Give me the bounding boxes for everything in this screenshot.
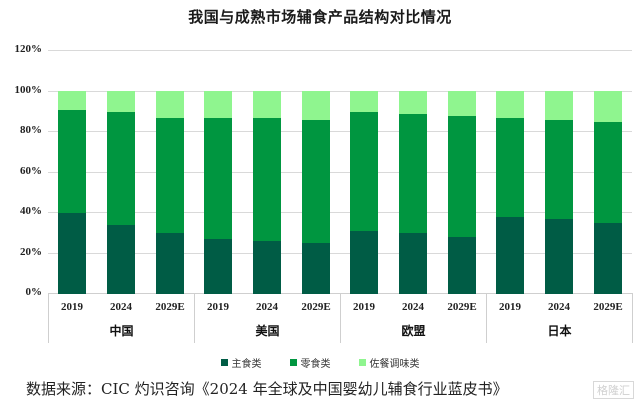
bar-segment-2[interactable] [399, 113, 427, 233]
legend-label: 零食类 [300, 359, 331, 370]
bar-segment-3[interactable] [496, 91, 524, 118]
bar-segment-2[interactable] [350, 111, 378, 231]
y-tick-label: 40% [20, 205, 42, 217]
legend-item[interactable]: 零食类 [289, 355, 331, 370]
legend-item[interactable]: 主食类 [220, 355, 262, 370]
stacked-bar[interactable] [448, 91, 476, 294]
bar-segment-1[interactable] [545, 219, 573, 294]
legend-label: 主食类 [231, 359, 262, 370]
bar-segment-3[interactable] [156, 91, 184, 118]
bar-segment-1[interactable] [156, 233, 184, 294]
x-tick-label: 2029E [301, 301, 331, 313]
bar-segment-2[interactable] [58, 109, 86, 213]
x-tick-label: 2029E [593, 301, 623, 313]
stacked-bar[interactable] [399, 91, 427, 294]
legend-label: 佐餐调味类 [369, 359, 420, 370]
bar-segment-2[interactable] [545, 119, 573, 219]
stacked-bar[interactable] [496, 91, 524, 294]
bar-segment-3[interactable] [350, 91, 378, 112]
x-tick-label: 2024 [402, 301, 424, 313]
x-tick-label: 2019 [353, 301, 375, 313]
bar-segment-2[interactable] [204, 117, 232, 239]
bar-segment-2[interactable] [156, 117, 184, 233]
chart-title: 我国与成熟市场辅食产品结构对比情况 [188, 8, 452, 26]
x-tick-label: 2024 [110, 301, 132, 313]
group-label: 日本 [547, 324, 572, 338]
bar-segment-2[interactable] [107, 111, 135, 225]
gridline [48, 50, 632, 51]
x-tick-label: 2019 [499, 301, 521, 313]
x-tick-label: 2019 [207, 301, 229, 313]
y-tick-label: 80% [20, 124, 42, 136]
bar-segment-1[interactable] [448, 237, 476, 294]
group-separator [194, 293, 195, 343]
bar-segment-3[interactable] [545, 91, 573, 120]
gridline [48, 131, 632, 132]
y-tick-label: 120% [14, 43, 43, 55]
bar-segment-1[interactable] [107, 225, 135, 294]
stacked-bar[interactable] [58, 91, 86, 294]
gridline [48, 172, 632, 173]
legend-swatch-icon [220, 359, 228, 366]
bar-segment-3[interactable] [448, 91, 476, 116]
stacked-bar[interactable] [350, 91, 378, 294]
group-label: 欧盟 [401, 324, 426, 338]
x-tick-label: 2024 [548, 301, 570, 313]
bar-segment-2[interactable] [594, 121, 622, 223]
bar-segment-1[interactable] [399, 233, 427, 294]
stacked-bar[interactable] [204, 91, 232, 294]
bar-segment-2[interactable] [302, 119, 330, 243]
y-tick-label: 100% [14, 84, 43, 96]
gridline [48, 91, 632, 92]
group-separator [48, 293, 49, 343]
legend-item[interactable]: 佐餐调味类 [358, 355, 420, 370]
bar-segment-1[interactable] [58, 212, 86, 294]
bar-segment-3[interactable] [302, 91, 330, 120]
gridline [48, 253, 632, 254]
bar-segment-3[interactable] [58, 91, 86, 110]
x-tick-label: 2019 [61, 301, 83, 313]
bar-segment-2[interactable] [496, 117, 524, 217]
bar-segment-1[interactable] [594, 223, 622, 294]
y-tick-label: 20% [20, 246, 42, 258]
legend-swatch-icon [289, 359, 297, 366]
bar-segment-1[interactable] [496, 217, 524, 294]
gridline [48, 212, 632, 213]
bar-segment-3[interactable] [594, 91, 622, 122]
y-tick-label: 60% [20, 165, 42, 177]
bar-segment-3[interactable] [399, 91, 427, 114]
bar-segment-1[interactable] [204, 239, 232, 294]
bar-segment-2[interactable] [253, 117, 281, 241]
group-separator [340, 293, 341, 343]
stacked-bar[interactable] [253, 91, 281, 294]
legend-swatch-icon [358, 359, 366, 366]
bar-segment-1[interactable] [350, 231, 378, 294]
x-tick-label: 2029E [155, 301, 185, 313]
source-note: 数据来源：CIC 灼识咨询《2024 年全球及中国婴幼儿辅食行业蓝皮书》 [26, 380, 508, 398]
group-separator [486, 293, 487, 343]
chart-legend: 主食类 零食类 佐餐调味类 [0, 355, 640, 370]
watermark-logo: 格隆汇 [593, 381, 634, 399]
group-separator [632, 293, 633, 343]
bar-segment-1[interactable] [253, 241, 281, 294]
y-tick-label: 0% [25, 286, 43, 298]
stacked-bar[interactable] [594, 91, 622, 294]
group-label: 美国 [255, 324, 280, 338]
bar-segment-1[interactable] [302, 243, 330, 294]
group-label: 中国 [109, 324, 134, 338]
x-tick-label: 2029E [447, 301, 477, 313]
bar-segment-2[interactable] [448, 115, 476, 237]
stacked-bar[interactable] [156, 91, 184, 294]
bar-segment-3[interactable] [253, 91, 281, 118]
stacked-bar[interactable] [302, 91, 330, 294]
x-tick-label: 2024 [256, 301, 278, 313]
stacked-bar[interactable] [107, 91, 135, 294]
stacked-bar[interactable] [545, 91, 573, 294]
bar-segment-3[interactable] [204, 91, 232, 118]
bar-segment-3[interactable] [107, 91, 135, 112]
